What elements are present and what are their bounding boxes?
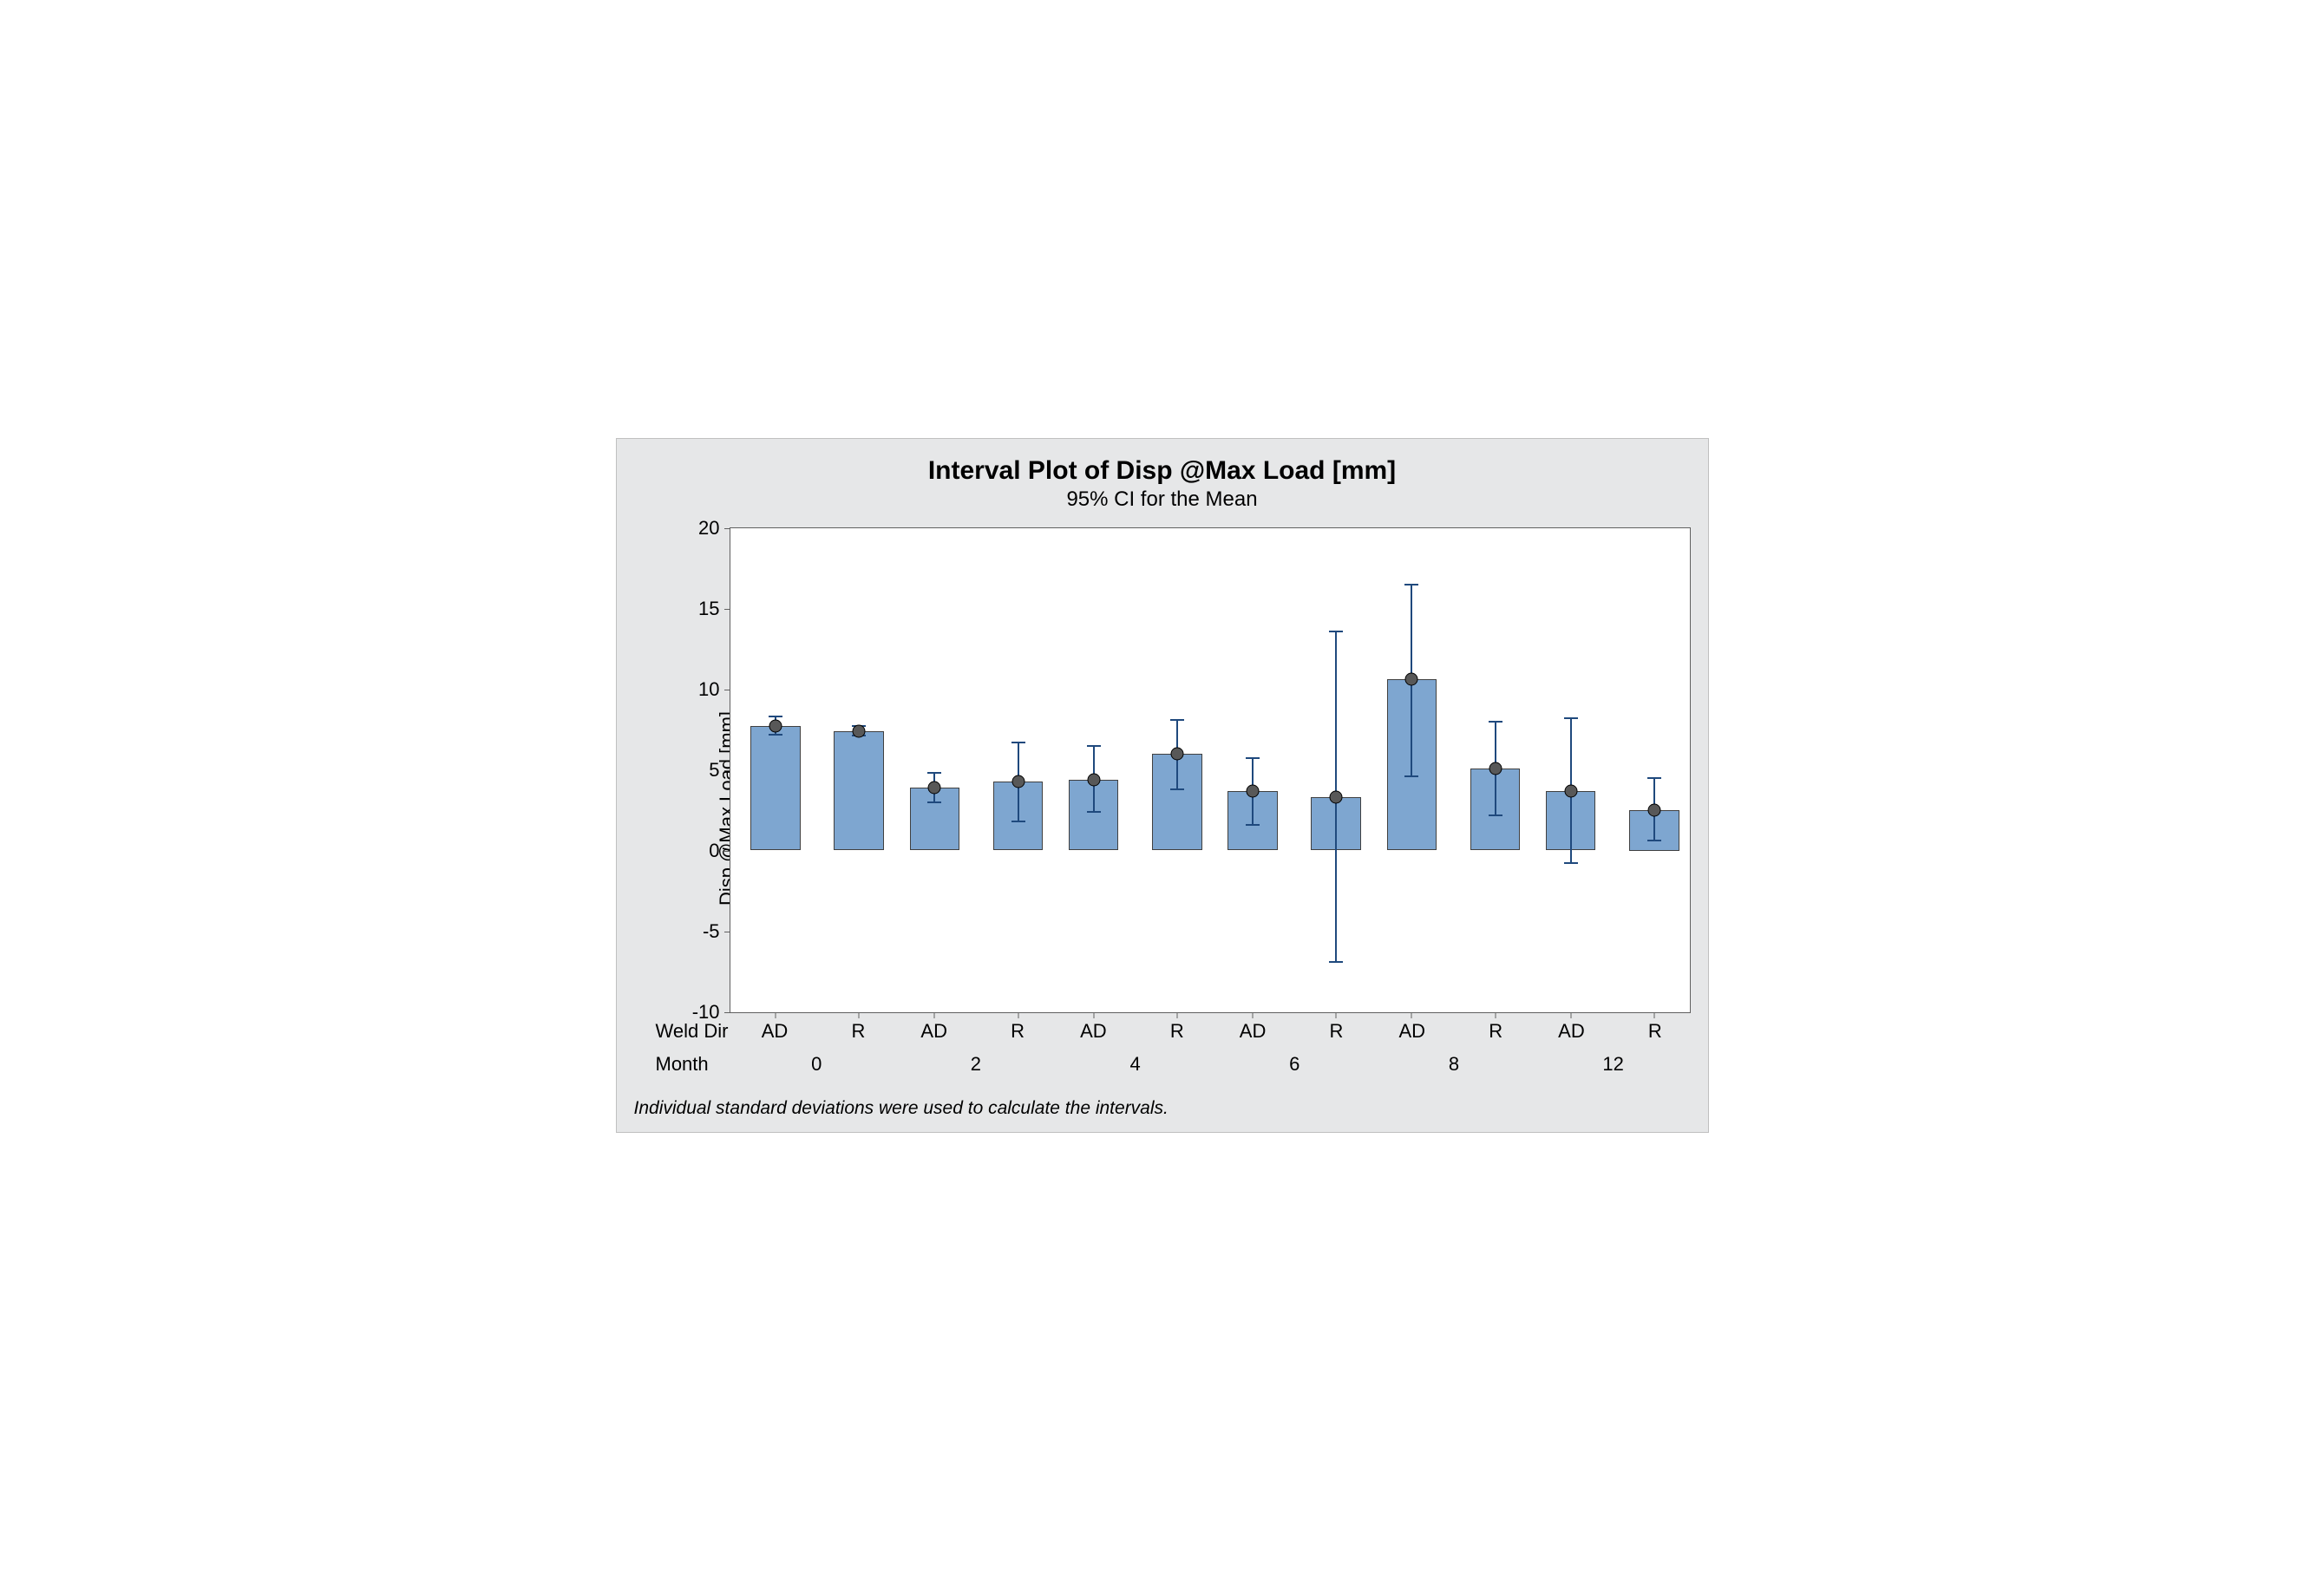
error-cap — [1404, 775, 1418, 777]
error-cap — [1329, 631, 1343, 632]
x-tick-mark — [1176, 1012, 1177, 1018]
y-tick-mark — [724, 1012, 730, 1013]
error-cap — [927, 772, 941, 774]
bar — [750, 726, 801, 850]
mean-dot — [1489, 762, 1502, 775]
error-cap — [1170, 788, 1184, 790]
mean-dot — [1011, 775, 1025, 788]
error-cap — [1170, 719, 1184, 721]
weld-dir-label: R — [1170, 1020, 1184, 1043]
mean-dot — [853, 724, 866, 737]
error-cap — [1489, 814, 1502, 816]
chart-container: Interval Plot of Disp @Max Load [mm] 95%… — [616, 438, 1709, 1133]
chart-title: Interval Plot of Disp @Max Load [mm] — [634, 456, 1691, 486]
mean-dot — [1647, 804, 1660, 817]
x-tick-mark — [934, 1012, 935, 1018]
weld-dir-label: AD — [1558, 1020, 1585, 1043]
mean-dot — [1330, 791, 1343, 804]
month-label: 0 — [811, 1053, 822, 1076]
bars-layer — [730, 528, 1690, 1012]
weld-dir-label: AD — [1080, 1020, 1107, 1043]
chart-footnote: Individual standard deviations were used… — [634, 1098, 1691, 1119]
x-tick-mark — [1570, 1012, 1571, 1018]
error-cap — [1564, 862, 1578, 864]
month-label: 12 — [1602, 1053, 1623, 1076]
chart-subtitle: 95% CI for the Mean — [634, 487, 1691, 512]
month-label: 2 — [971, 1053, 981, 1076]
mean-dot — [928, 781, 941, 794]
x-tick-mark — [1495, 1012, 1496, 1018]
mean-dot — [769, 720, 782, 733]
y-tick-mark — [724, 609, 730, 610]
x-tick-mark — [1653, 1012, 1654, 1018]
mean-dot — [1087, 773, 1100, 786]
weld-dir-label: R — [1011, 1020, 1025, 1043]
mean-dot — [1405, 673, 1418, 686]
weld-dir-label: R — [1648, 1020, 1662, 1043]
error-cap — [769, 734, 782, 736]
y-tick-mark — [724, 851, 730, 852]
error-cap — [1564, 717, 1578, 719]
x-axis-labels: Weld Dir Month ADR0ADR2ADR4ADR6ADR8ADR12 — [730, 1020, 1691, 1089]
error-cap — [1011, 821, 1025, 822]
weld-dir-label: AD — [762, 1020, 789, 1043]
error-cap — [1329, 961, 1343, 963]
error-cap — [1087, 745, 1101, 747]
weld-dir-label: AD — [1240, 1020, 1267, 1043]
x-tick-mark — [775, 1012, 776, 1018]
plot-inner: -10-505101520 Weld Dir Month ADR0ADR2ADR… — [730, 527, 1691, 1089]
error-cap — [1647, 840, 1661, 841]
y-tick-mark — [724, 770, 730, 771]
mean-dot — [1170, 747, 1183, 760]
x-row2-label: Month — [656, 1053, 709, 1076]
x-row1-label: Weld Dir — [656, 1020, 729, 1043]
x-tick-mark — [1093, 1012, 1094, 1018]
x-tick-mark — [1252, 1012, 1253, 1018]
month-label: 4 — [1129, 1053, 1140, 1076]
error-cap — [927, 801, 941, 803]
month-label: 8 — [1449, 1053, 1459, 1076]
weld-dir-label: R — [1330, 1020, 1344, 1043]
error-cap — [1087, 811, 1101, 813]
error-cap — [769, 716, 782, 717]
weld-dir-label: AD — [920, 1020, 947, 1043]
bar — [834, 731, 884, 851]
error-cap — [1011, 742, 1025, 743]
error-cap — [1246, 757, 1260, 759]
weld-dir-label: AD — [1398, 1020, 1425, 1043]
mean-dot — [1564, 784, 1577, 797]
plot-area: -10-505101520 — [730, 527, 1691, 1013]
error-cap — [1647, 777, 1661, 779]
error-cap — [1246, 824, 1260, 826]
y-tick-mark — [724, 528, 730, 529]
x-tick-mark — [1336, 1012, 1337, 1018]
error-cap — [1489, 721, 1502, 723]
mean-dot — [1246, 784, 1259, 797]
month-label: 6 — [1289, 1053, 1299, 1076]
plot-wrapper: Disp @Max Load [mm] -10-505101520 Weld D… — [634, 527, 1691, 1089]
weld-dir-label: R — [851, 1020, 865, 1043]
x-tick-mark — [1411, 1012, 1412, 1018]
error-cap — [1404, 584, 1418, 585]
weld-dir-label: R — [1489, 1020, 1502, 1043]
x-tick-mark — [859, 1012, 860, 1018]
